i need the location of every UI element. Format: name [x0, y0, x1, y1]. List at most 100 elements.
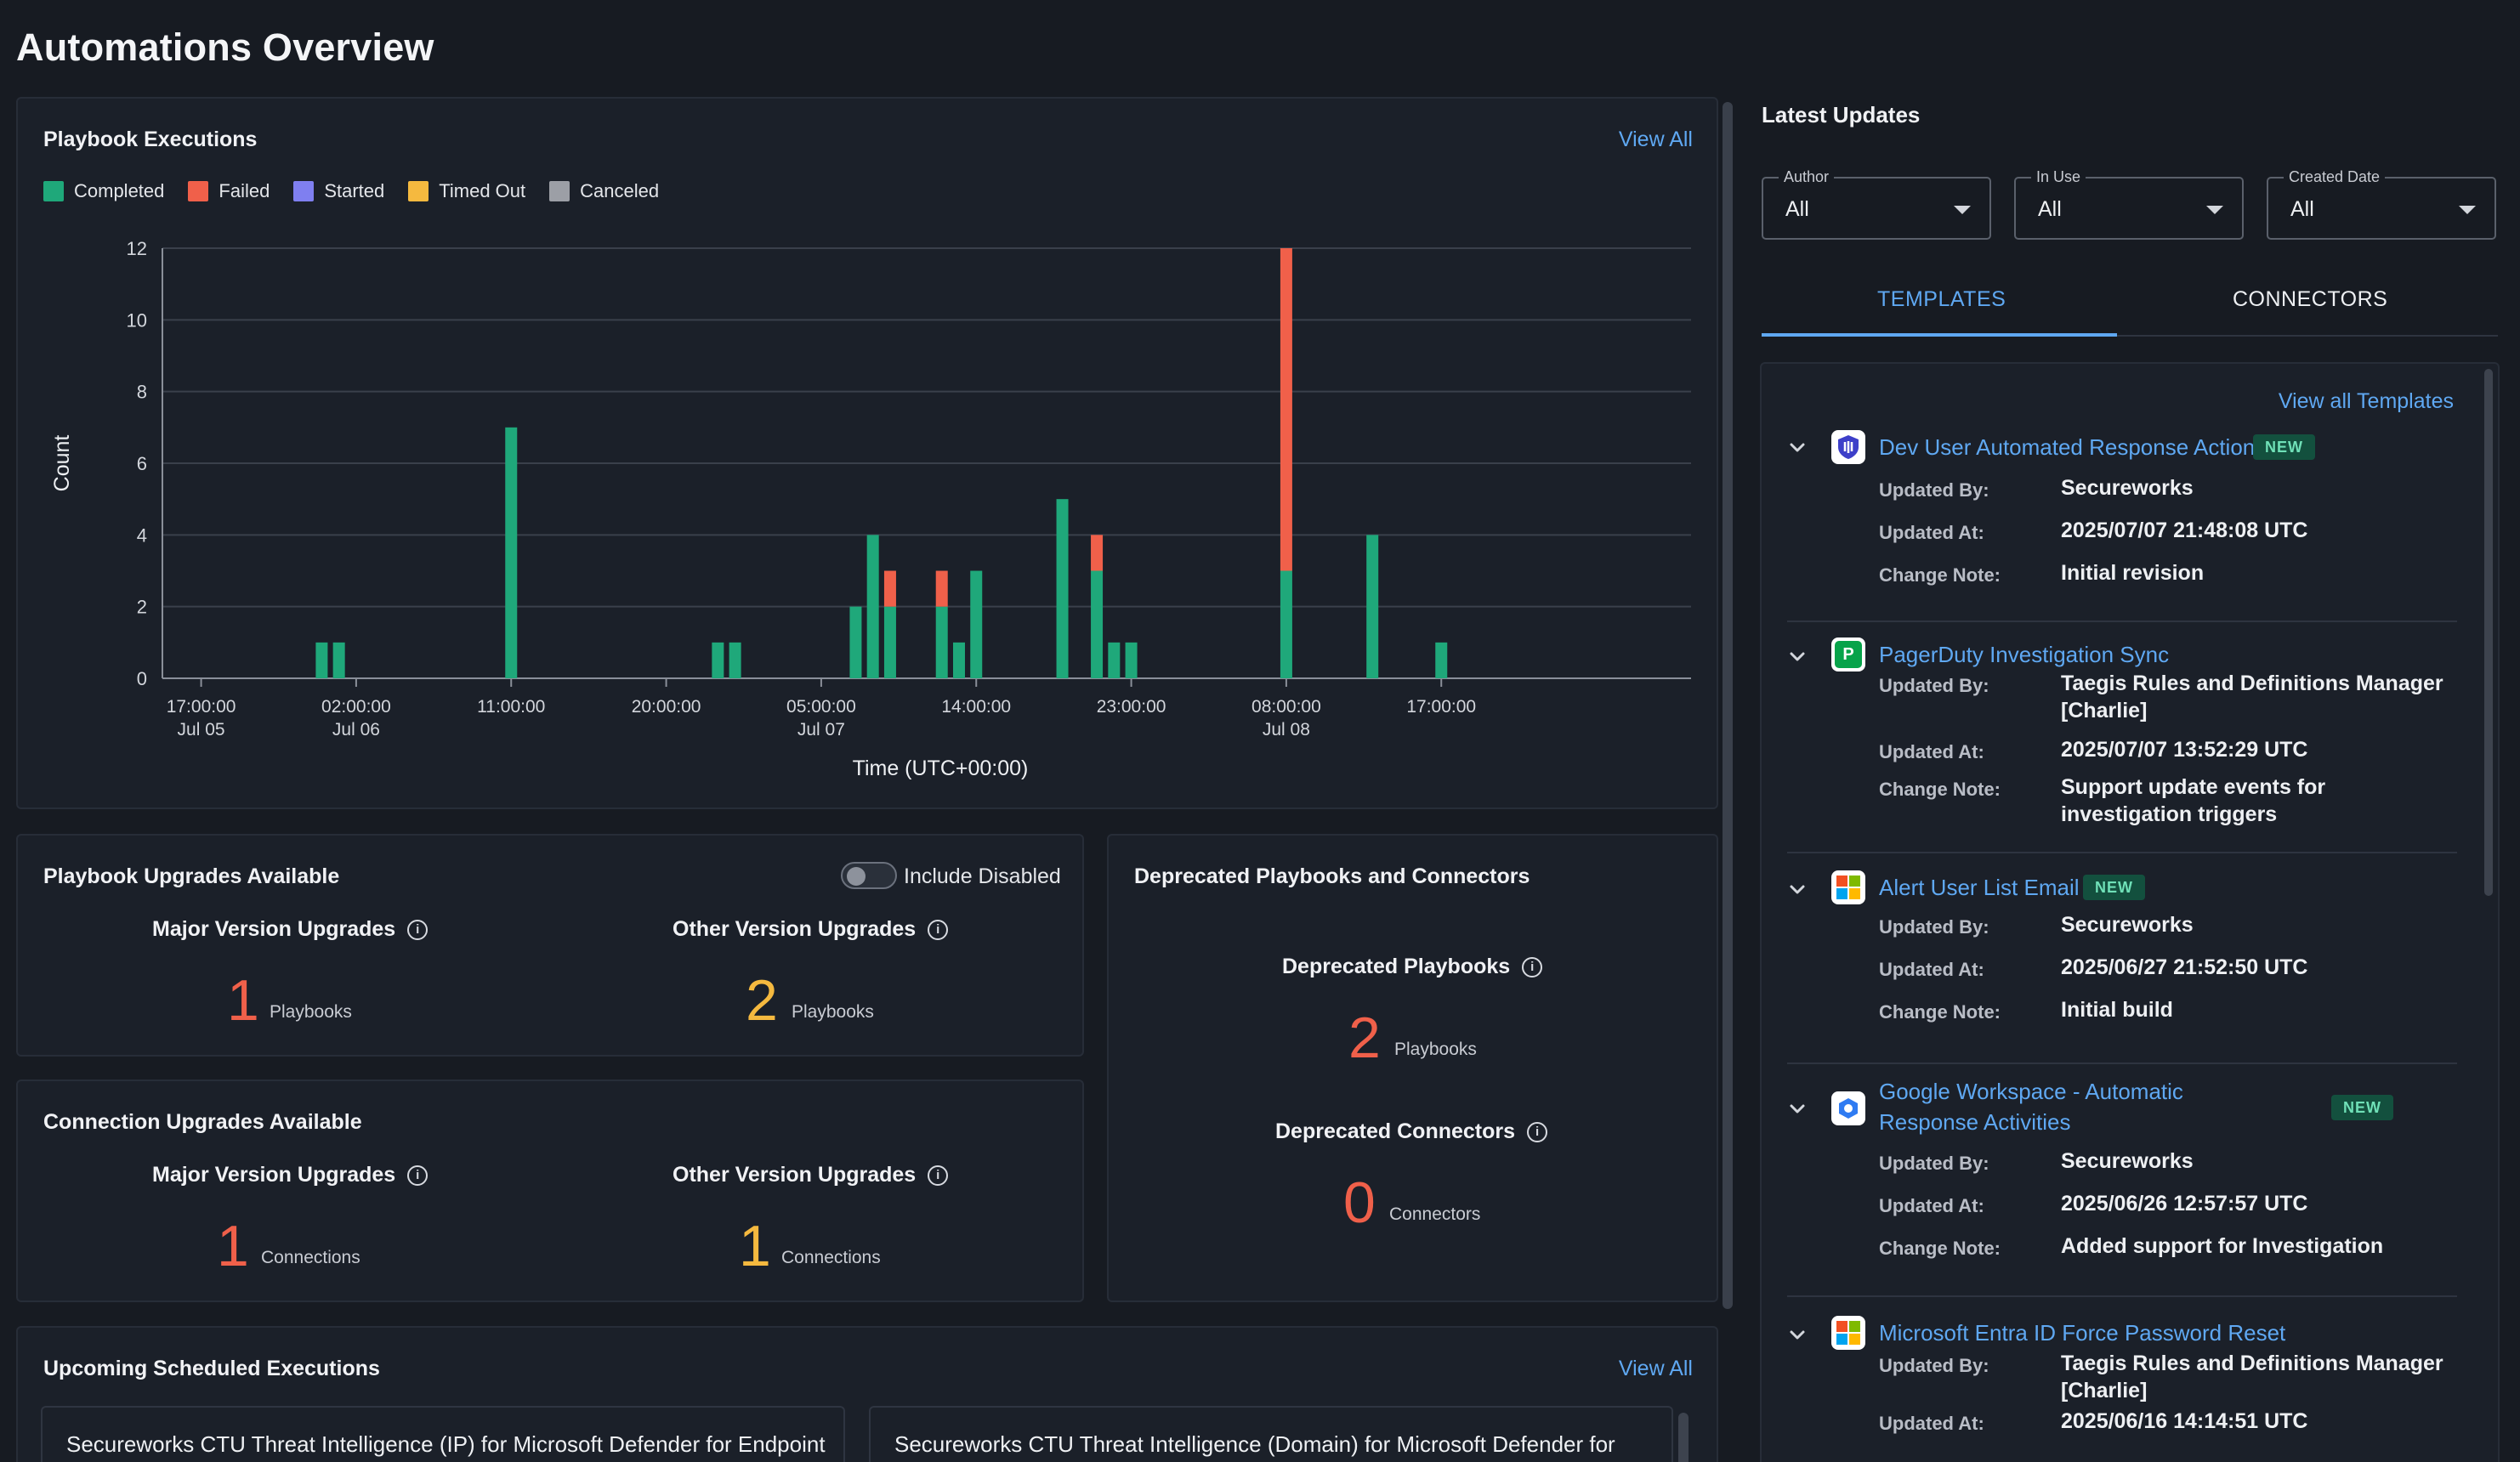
- bar-failed[interactable]: [1091, 535, 1104, 571]
- change-note-key: Change Note:: [1879, 1238, 2001, 1259]
- y-tick-label: 0: [137, 668, 147, 689]
- main-scrollbar[interactable]: [1723, 102, 1733, 1309]
- in-use-filter-select[interactable]: In Use All: [2014, 168, 2244, 240]
- bar-completed[interactable]: [849, 606, 862, 678]
- bar-failed[interactable]: [1280, 248, 1292, 571]
- connection-other-count[interactable]: 1: [739, 1214, 771, 1278]
- pagerduty-logo-icon: P: [1831, 638, 1865, 672]
- tab-connectors[interactable]: CONNECTORS: [2233, 287, 2388, 311]
- chevron-down-icon[interactable]: [1787, 437, 1808, 457]
- other-upgrades-count[interactable]: 2: [746, 968, 778, 1033]
- legend-started[interactable]: Started: [293, 180, 384, 202]
- chevron-down-icon[interactable]: [1787, 879, 1808, 899]
- x-tick-label: 02:00:00: [321, 697, 391, 717]
- bar-completed[interactable]: [1056, 499, 1069, 678]
- caret-down-icon: [2206, 206, 2223, 214]
- legend-timed-out[interactable]: Timed Out: [408, 180, 525, 202]
- x-tick-label: 17:00:00: [167, 697, 236, 717]
- templates-list: View all Templates Dev User Automated Re…: [1760, 362, 2500, 1462]
- executions-bar-chart: 0 2 4 6 8 10 12 17:00:00 Jul 05 02:00:00 Jul 06 11:…: [50, 238, 1691, 780]
- other-upgrades-label: Other Version Upgrades i: [673, 917, 949, 942]
- template-name-link[interactable]: Microsoft Entra ID Force Password Reset: [1879, 1320, 2286, 1346]
- updated-by-key: Updated By:: [1879, 1355, 1989, 1376]
- connection-major-text: Major Version Upgrades: [152, 1163, 396, 1187]
- template-name-link[interactable]: Alert User List Email: [1879, 875, 2080, 900]
- bar-completed[interactable]: [712, 642, 724, 678]
- legend-swatch-timed-out: [408, 181, 429, 201]
- in-use-filter-label: In Use: [2031, 168, 2086, 186]
- updated-by-value: Taegis Rules and Definitions Manager [Ch…: [2061, 672, 2443, 722]
- view-all-templates-link[interactable]: View all Templates: [2278, 389, 2454, 413]
- y-tick-label: 2: [137, 597, 147, 618]
- bar-completed[interactable]: [883, 606, 896, 678]
- template-item: P PagerDuty Investigation Sync Updated B…: [1787, 638, 2467, 826]
- updated-by-value: Taegis Rules and Definitions Manager [Ch…: [2061, 1352, 2443, 1402]
- templates-scrollbar[interactable]: [2484, 369, 2493, 896]
- tab-templates[interactable]: TEMPLATES: [1877, 287, 2006, 311]
- template-name-link[interactable]: Dev User Automated Response Actions: [1879, 434, 2267, 460]
- bar-completed[interactable]: [1091, 570, 1104, 679]
- playbook-executions-card: Playbook Executions View All Completed F…: [16, 97, 1718, 809]
- bar-completed[interactable]: [935, 606, 948, 678]
- updated-by-value: Secureworks: [2061, 913, 2194, 937]
- template-name-link[interactable]: Google Workspace - Automatic Response Ac…: [1879, 1079, 2183, 1135]
- deprecated-connectors-count[interactable]: 0: [1343, 1170, 1376, 1235]
- info-icon[interactable]: i: [407, 919, 429, 940]
- info-icon[interactable]: i: [1522, 956, 1543, 978]
- bar-completed[interactable]: [1435, 642, 1448, 678]
- tab-active-indicator: [1762, 333, 2117, 337]
- bar-completed[interactable]: [1366, 535, 1379, 678]
- legend-canceled[interactable]: Canceled: [549, 180, 659, 202]
- info-icon[interactable]: i: [407, 1164, 429, 1186]
- x-tick-label: 14:00:00: [941, 697, 1011, 717]
- legend-label-failed: Failed: [219, 180, 270, 201]
- author-filter-select[interactable]: Author All: [1762, 168, 1991, 240]
- updated-at-key: Updated At:: [1879, 522, 1984, 543]
- change-note-value: Initial revision: [2061, 561, 2205, 585]
- deprecated-playbooks-count[interactable]: 2: [1348, 1006, 1381, 1070]
- legend-swatch-started: [293, 181, 315, 201]
- bar-failed[interactable]: [883, 570, 896, 607]
- updated-at-value: 2025/07/07 21:48:08 UTC: [2061, 518, 2308, 542]
- y-tick-label: 4: [137, 524, 147, 546]
- pagerduty-mark: P: [1835, 641, 1862, 668]
- bar-completed[interactable]: [332, 642, 345, 678]
- bar-completed[interactable]: [729, 642, 741, 678]
- chevron-down-icon[interactable]: [1787, 1098, 1808, 1119]
- template-name-link[interactable]: PagerDuty Investigation Sync: [1879, 642, 2170, 667]
- created-date-filter-select[interactable]: Created Date All: [2267, 168, 2496, 240]
- bar-completed[interactable]: [952, 642, 965, 678]
- y-tick-label: 12: [127, 238, 147, 259]
- executions-view-all-link[interactable]: View All: [1618, 128, 1693, 151]
- include-disabled-toggle[interactable]: [841, 862, 897, 889]
- bar-completed[interactable]: [970, 570, 983, 679]
- toggle-knob: [847, 867, 866, 886]
- playbook-upgrades-card: Playbook Upgrades Available Include Disa…: [16, 834, 1084, 1057]
- info-icon[interactable]: i: [1527, 1121, 1548, 1142]
- scheduled-scrollbar[interactable]: [1678, 1413, 1689, 1462]
- chevron-down-icon[interactable]: [1787, 1324, 1808, 1345]
- chevron-down-icon[interactable]: [1787, 646, 1808, 666]
- bar-completed[interactable]: [505, 427, 518, 678]
- connection-upgrades-card: Connection Upgrades Available Major Vers…: [16, 1080, 1084, 1302]
- scheduled-execution-item[interactable]: Secureworks CTU Threat Intelligence (Dom…: [869, 1406, 1673, 1462]
- bar-completed[interactable]: [1125, 642, 1138, 678]
- scheduled-view-all-link[interactable]: View All: [1618, 1357, 1693, 1380]
- info-icon[interactable]: i: [928, 919, 949, 940]
- legend-completed[interactable]: Completed: [43, 180, 164, 202]
- scheduled-execution-item[interactable]: Secureworks CTU Threat Intelligence (IP)…: [41, 1406, 845, 1462]
- updated-by-key: Updated By:: [1879, 1153, 1989, 1174]
- major-upgrades-count[interactable]: 1: [227, 968, 259, 1033]
- bar-completed[interactable]: [1280, 570, 1292, 679]
- change-note-value: Support update events for investigation …: [2061, 775, 2326, 826]
- deprecated-connectors-text: Deprecated Connectors: [1275, 1119, 1516, 1143]
- info-icon[interactable]: i: [928, 1164, 949, 1186]
- bar-failed[interactable]: [935, 570, 948, 607]
- bar-completed[interactable]: [1108, 642, 1121, 678]
- change-note-key: Change Note:: [1879, 564, 2001, 586]
- connection-major-count[interactable]: 1: [217, 1214, 249, 1278]
- legend-failed[interactable]: Failed: [188, 180, 270, 202]
- legend-swatch-canceled: [549, 181, 570, 201]
- bar-completed[interactable]: [866, 535, 879, 678]
- bar-completed[interactable]: [315, 642, 328, 678]
